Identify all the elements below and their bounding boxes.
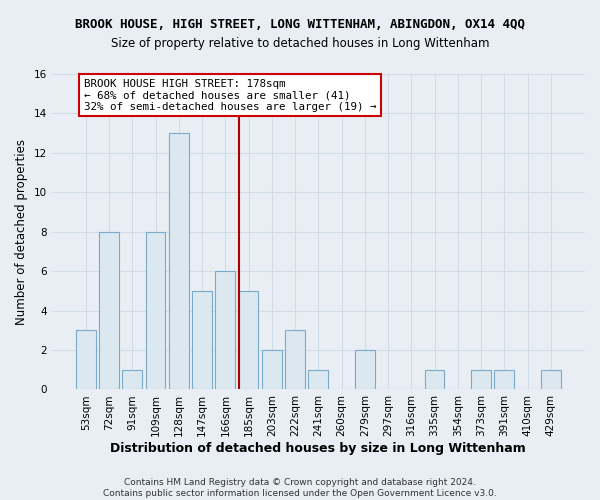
Bar bbox=[122, 370, 142, 390]
Text: Size of property relative to detached houses in Long Wittenham: Size of property relative to detached ho… bbox=[111, 38, 489, 51]
Bar bbox=[192, 291, 212, 390]
Text: BROOK HOUSE, HIGH STREET, LONG WITTENHAM, ABINGDON, OX14 4QQ: BROOK HOUSE, HIGH STREET, LONG WITTENHAM… bbox=[75, 18, 525, 30]
Text: Contains HM Land Registry data © Crown copyright and database right 2024.
Contai: Contains HM Land Registry data © Crown c… bbox=[103, 478, 497, 498]
X-axis label: Distribution of detached houses by size in Long Wittenham: Distribution of detached houses by size … bbox=[110, 442, 526, 455]
Bar bbox=[239, 291, 259, 390]
Text: BROOK HOUSE HIGH STREET: 178sqm
← 68% of detached houses are smaller (41)
32% of: BROOK HOUSE HIGH STREET: 178sqm ← 68% of… bbox=[83, 78, 376, 112]
Bar bbox=[76, 330, 95, 390]
Bar bbox=[494, 370, 514, 390]
Bar bbox=[262, 350, 282, 390]
Bar bbox=[99, 232, 119, 390]
Bar bbox=[355, 350, 375, 390]
Bar bbox=[425, 370, 445, 390]
Bar bbox=[146, 232, 166, 390]
Bar bbox=[541, 370, 561, 390]
Bar bbox=[471, 370, 491, 390]
Bar bbox=[308, 370, 328, 390]
Bar bbox=[215, 271, 235, 390]
Bar bbox=[169, 133, 188, 390]
Bar bbox=[285, 330, 305, 390]
Y-axis label: Number of detached properties: Number of detached properties bbox=[15, 138, 28, 324]
